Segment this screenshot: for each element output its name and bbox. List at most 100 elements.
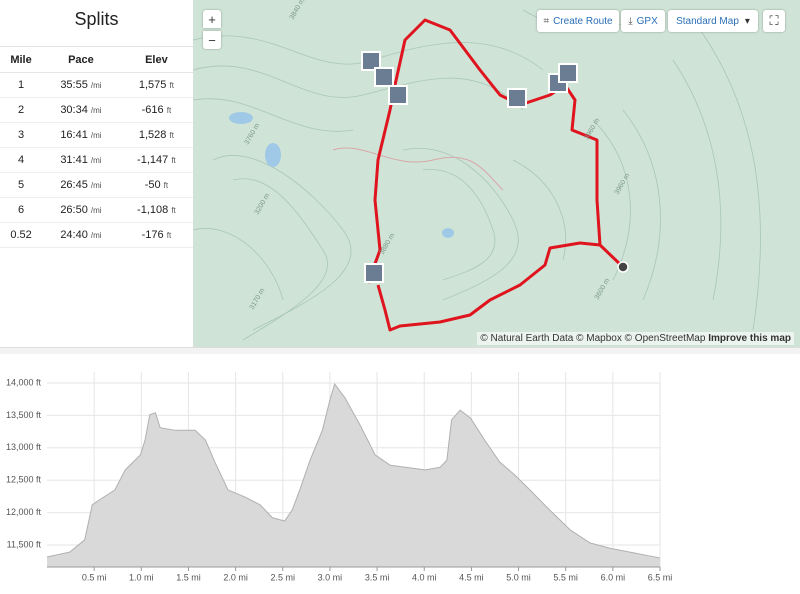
x-tick-label: 4.5 mi bbox=[459, 572, 484, 582]
pace-unit: /mi bbox=[90, 181, 102, 190]
elev-value: 1,528 bbox=[138, 129, 167, 141]
elevation-area bbox=[47, 383, 660, 567]
map[interactable]: 3840 m 3960 m 3760 m 3880 m 3200 m 3600 m 3960… bbox=[193, 0, 800, 347]
elev-cell: -176 ft bbox=[119, 222, 193, 248]
contour-label: 3880 m bbox=[379, 232, 397, 256]
split-row: 6 26:50 /mi -1,108 ft bbox=[0, 197, 193, 223]
create-route-label: Create Route bbox=[553, 15, 613, 27]
elev-cell: -1,108 ft bbox=[119, 197, 193, 223]
route bbox=[366, 18, 625, 332]
attribution: © Natural Earth Data © Mapbox © OpenStre… bbox=[477, 332, 794, 345]
split-row: 2 30:34 /mi -616 ft bbox=[0, 97, 193, 123]
zoom-in[interactable]: + bbox=[203, 10, 221, 28]
pace-unit: /mi bbox=[90, 106, 102, 115]
elev-value: -1,147 bbox=[137, 154, 169, 166]
x-tick-label: 3.0 mi bbox=[318, 572, 343, 582]
pace-unit: /mi bbox=[90, 131, 102, 140]
mile-cell: 0.52 bbox=[0, 222, 43, 248]
gpx-label: GPX bbox=[636, 15, 658, 27]
column-header: Elev bbox=[119, 46, 193, 73]
elevation-chart: 11,500 ft 12,000 ft 12,500 ft 13,000 ft 13,5… bbox=[6, 372, 673, 582]
elev-unit: ft bbox=[169, 81, 174, 90]
x-tick-label: 1.5 mi bbox=[176, 572, 201, 582]
y-tick-label: 12,500 ft bbox=[6, 475, 42, 485]
x-tick-label: 6.0 mi bbox=[601, 572, 626, 582]
pace-value: 26:45 bbox=[60, 179, 88, 191]
x-tick-label: 6.5 mi bbox=[648, 572, 673, 582]
pace-value: 35:55 bbox=[60, 79, 88, 91]
mile-cell: 6 bbox=[0, 197, 43, 223]
x-tick-label: 1.0 mi bbox=[129, 572, 154, 582]
pace-unit: /mi bbox=[90, 81, 102, 90]
photo-markers bbox=[361, 51, 578, 283]
pace-unit: /mi bbox=[90, 206, 102, 215]
gpx-button[interactable]: ⤓ GPX bbox=[621, 10, 665, 32]
attribution-text: © Natural Earth Data © Mapbox © OpenStre… bbox=[480, 333, 706, 344]
contour-label: 3840 m bbox=[289, 0, 307, 21]
x-tick-label: 5.5 mi bbox=[553, 572, 578, 582]
trail bbox=[332, 147, 504, 191]
pace-value: 24:40 bbox=[60, 229, 88, 241]
elev-unit: ft bbox=[169, 131, 174, 140]
pace-cell: 35:55 /mi bbox=[42, 72, 120, 98]
create-route-button[interactable]: ⌗ Create Route bbox=[537, 10, 619, 32]
elev-unit: ft bbox=[163, 181, 169, 190]
elev-value: 1,575 bbox=[138, 79, 167, 91]
contour-label: 3960 m bbox=[614, 172, 632, 196]
finish-marker bbox=[617, 261, 629, 273]
y-tick-label: 13,500 ft bbox=[6, 410, 42, 420]
pace-cell: 30:34 /mi bbox=[42, 97, 120, 123]
pace-cell: 31:41 /mi bbox=[42, 147, 120, 173]
contour-label: 3170 m bbox=[249, 287, 267, 311]
x-tick-label: 0.5 mi bbox=[82, 572, 107, 582]
elev-unit: ft bbox=[171, 156, 176, 165]
mile-cell: 3 bbox=[0, 122, 43, 148]
x-tick-label: 2.5 mi bbox=[271, 572, 296, 582]
y-tick-label: 11,500 ft bbox=[7, 539, 42, 549]
elevation-line bbox=[46, 382, 661, 559]
elev-value: -616 bbox=[141, 104, 164, 116]
contour-label: 3200 m bbox=[254, 192, 272, 216]
lakes bbox=[229, 112, 454, 238]
fullscreen-button[interactable]: ⛶ bbox=[763, 10, 785, 32]
pace-unit: /mi bbox=[90, 156, 102, 165]
split-row: 5 26:45 /mi -50 ft bbox=[0, 172, 193, 198]
resize-divider[interactable] bbox=[0, 347, 800, 354]
mile-cell: 2 bbox=[0, 97, 43, 123]
pace-cell: 16:41 /mi bbox=[42, 122, 120, 148]
mile-cell: 4 bbox=[0, 147, 43, 173]
mile-cell: 5 bbox=[0, 172, 43, 198]
elev-cell: -50 ft bbox=[119, 172, 193, 198]
x-tick-label: 5.0 mi bbox=[506, 572, 531, 582]
header-row: Mile Pace Elev bbox=[0, 46, 193, 73]
pace-value: 31:41 bbox=[60, 154, 88, 166]
elev-cell: -616 ft bbox=[119, 97, 193, 123]
elev-cell: 1,575 ft bbox=[119, 72, 193, 98]
column-header: Mile bbox=[0, 46, 43, 73]
pace-value: 30:34 bbox=[60, 104, 88, 116]
split-row: 0.52 24:40 /mi -176 ft bbox=[0, 222, 193, 248]
split-row: 3 16:41 /mi 1,528 ft bbox=[0, 122, 193, 148]
zoom-out[interactable]: − bbox=[203, 31, 221, 49]
splits-title: Splits bbox=[74, 9, 119, 29]
y-tick-label: 12,000 ft bbox=[6, 507, 42, 517]
pace-cell: 26:45 /mi bbox=[42, 172, 120, 198]
map-style-button[interactable]: Standard Map ▾ bbox=[668, 10, 758, 32]
x-tick-label: 2.0 mi bbox=[223, 572, 248, 582]
split-row: 4 31:41 /mi -1,147 ft bbox=[0, 147, 193, 173]
pace-unit: /mi bbox=[90, 231, 102, 240]
elev-value: -176 bbox=[141, 229, 164, 241]
splits-panel: Splits Mile Pace Elev 1 35:55 /mi 1,575 ft 2 3… bbox=[0, 0, 194, 347]
elev-unit: ft bbox=[171, 206, 176, 215]
column-header: Pace bbox=[42, 46, 120, 73]
elev-unit: ft bbox=[166, 106, 172, 115]
pace-cell: 26:50 /mi bbox=[42, 197, 120, 223]
contour-label: 3760 m bbox=[244, 122, 262, 146]
pace-cell: 24:40 /mi bbox=[42, 222, 120, 248]
improve-link[interactable]: Improve this map bbox=[708, 333, 791, 344]
pace-value: 16:41 bbox=[60, 129, 88, 141]
elev-value: -1,108 bbox=[137, 204, 169, 216]
pace-value: 26:50 bbox=[60, 204, 88, 216]
